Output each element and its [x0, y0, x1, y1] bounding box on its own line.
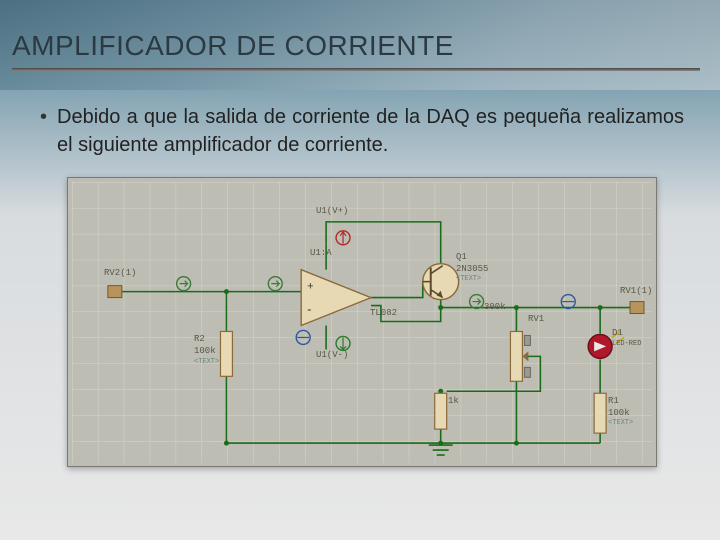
label-tap: 1k — [448, 396, 459, 406]
title-region: AMPLIFICADOR DE CORRIENTE — [0, 0, 720, 81]
slide-title: AMPLIFICADOR DE CORRIENTE — [12, 30, 700, 62]
label-q1-sub: <TEXT> — [456, 275, 481, 283]
label-opamp-vcc: U1(V+) — [316, 206, 348, 216]
label-opamp-ref: U1:A — [310, 248, 332, 258]
terminal-out — [630, 302, 644, 314]
label-r2-sub: <TEXT> — [194, 358, 219, 366]
label-rv1-val: 300k — [484, 302, 506, 312]
resistor-r1 — [594, 393, 606, 433]
label-d1-part: LED-RED — [612, 340, 641, 348]
resistor-r2 — [220, 331, 232, 376]
label-r1-ref: R1 — [608, 396, 619, 406]
terminal-in — [108, 286, 122, 298]
label-rv1-ref: RV1 — [528, 314, 544, 324]
schematic-svg: + - — [72, 182, 652, 463]
body-text: Debido a que la salida de corriente de l… — [57, 103, 684, 159]
title-underline — [12, 68, 700, 71]
label-terminal-in: RV2(1) — [104, 268, 136, 278]
bullet-marker: • — [40, 103, 47, 131]
content-region: • Debido a que la salida de corriente de… — [0, 81, 720, 467]
svg-text:+: + — [307, 281, 313, 293]
label-r2-val: 100k — [194, 346, 216, 356]
label-opamp-part: TL082 — [370, 308, 397, 318]
label-r1-sub: <TEXT> — [608, 419, 633, 427]
svg-text:-: - — [307, 302, 311, 317]
label-opamp-vee: U1(V-) — [316, 350, 348, 360]
label-d1-ref: D1 — [612, 328, 623, 338]
potentiometer-rv1 — [510, 331, 530, 381]
bullet-item: • Debido a que la salida de corriente de… — [40, 103, 684, 159]
label-q1-ref: Q1 — [456, 252, 467, 262]
transistor — [423, 264, 459, 300]
resistor-tap — [435, 393, 447, 429]
label-r2-ref: R2 — [194, 334, 205, 344]
label-terminal-out: RV1(1) — [620, 286, 652, 296]
label-q1-part: 2N3055 — [456, 264, 488, 274]
circuit-diagram: + - — [67, 177, 657, 467]
label-r1-val: 100k — [608, 408, 630, 418]
